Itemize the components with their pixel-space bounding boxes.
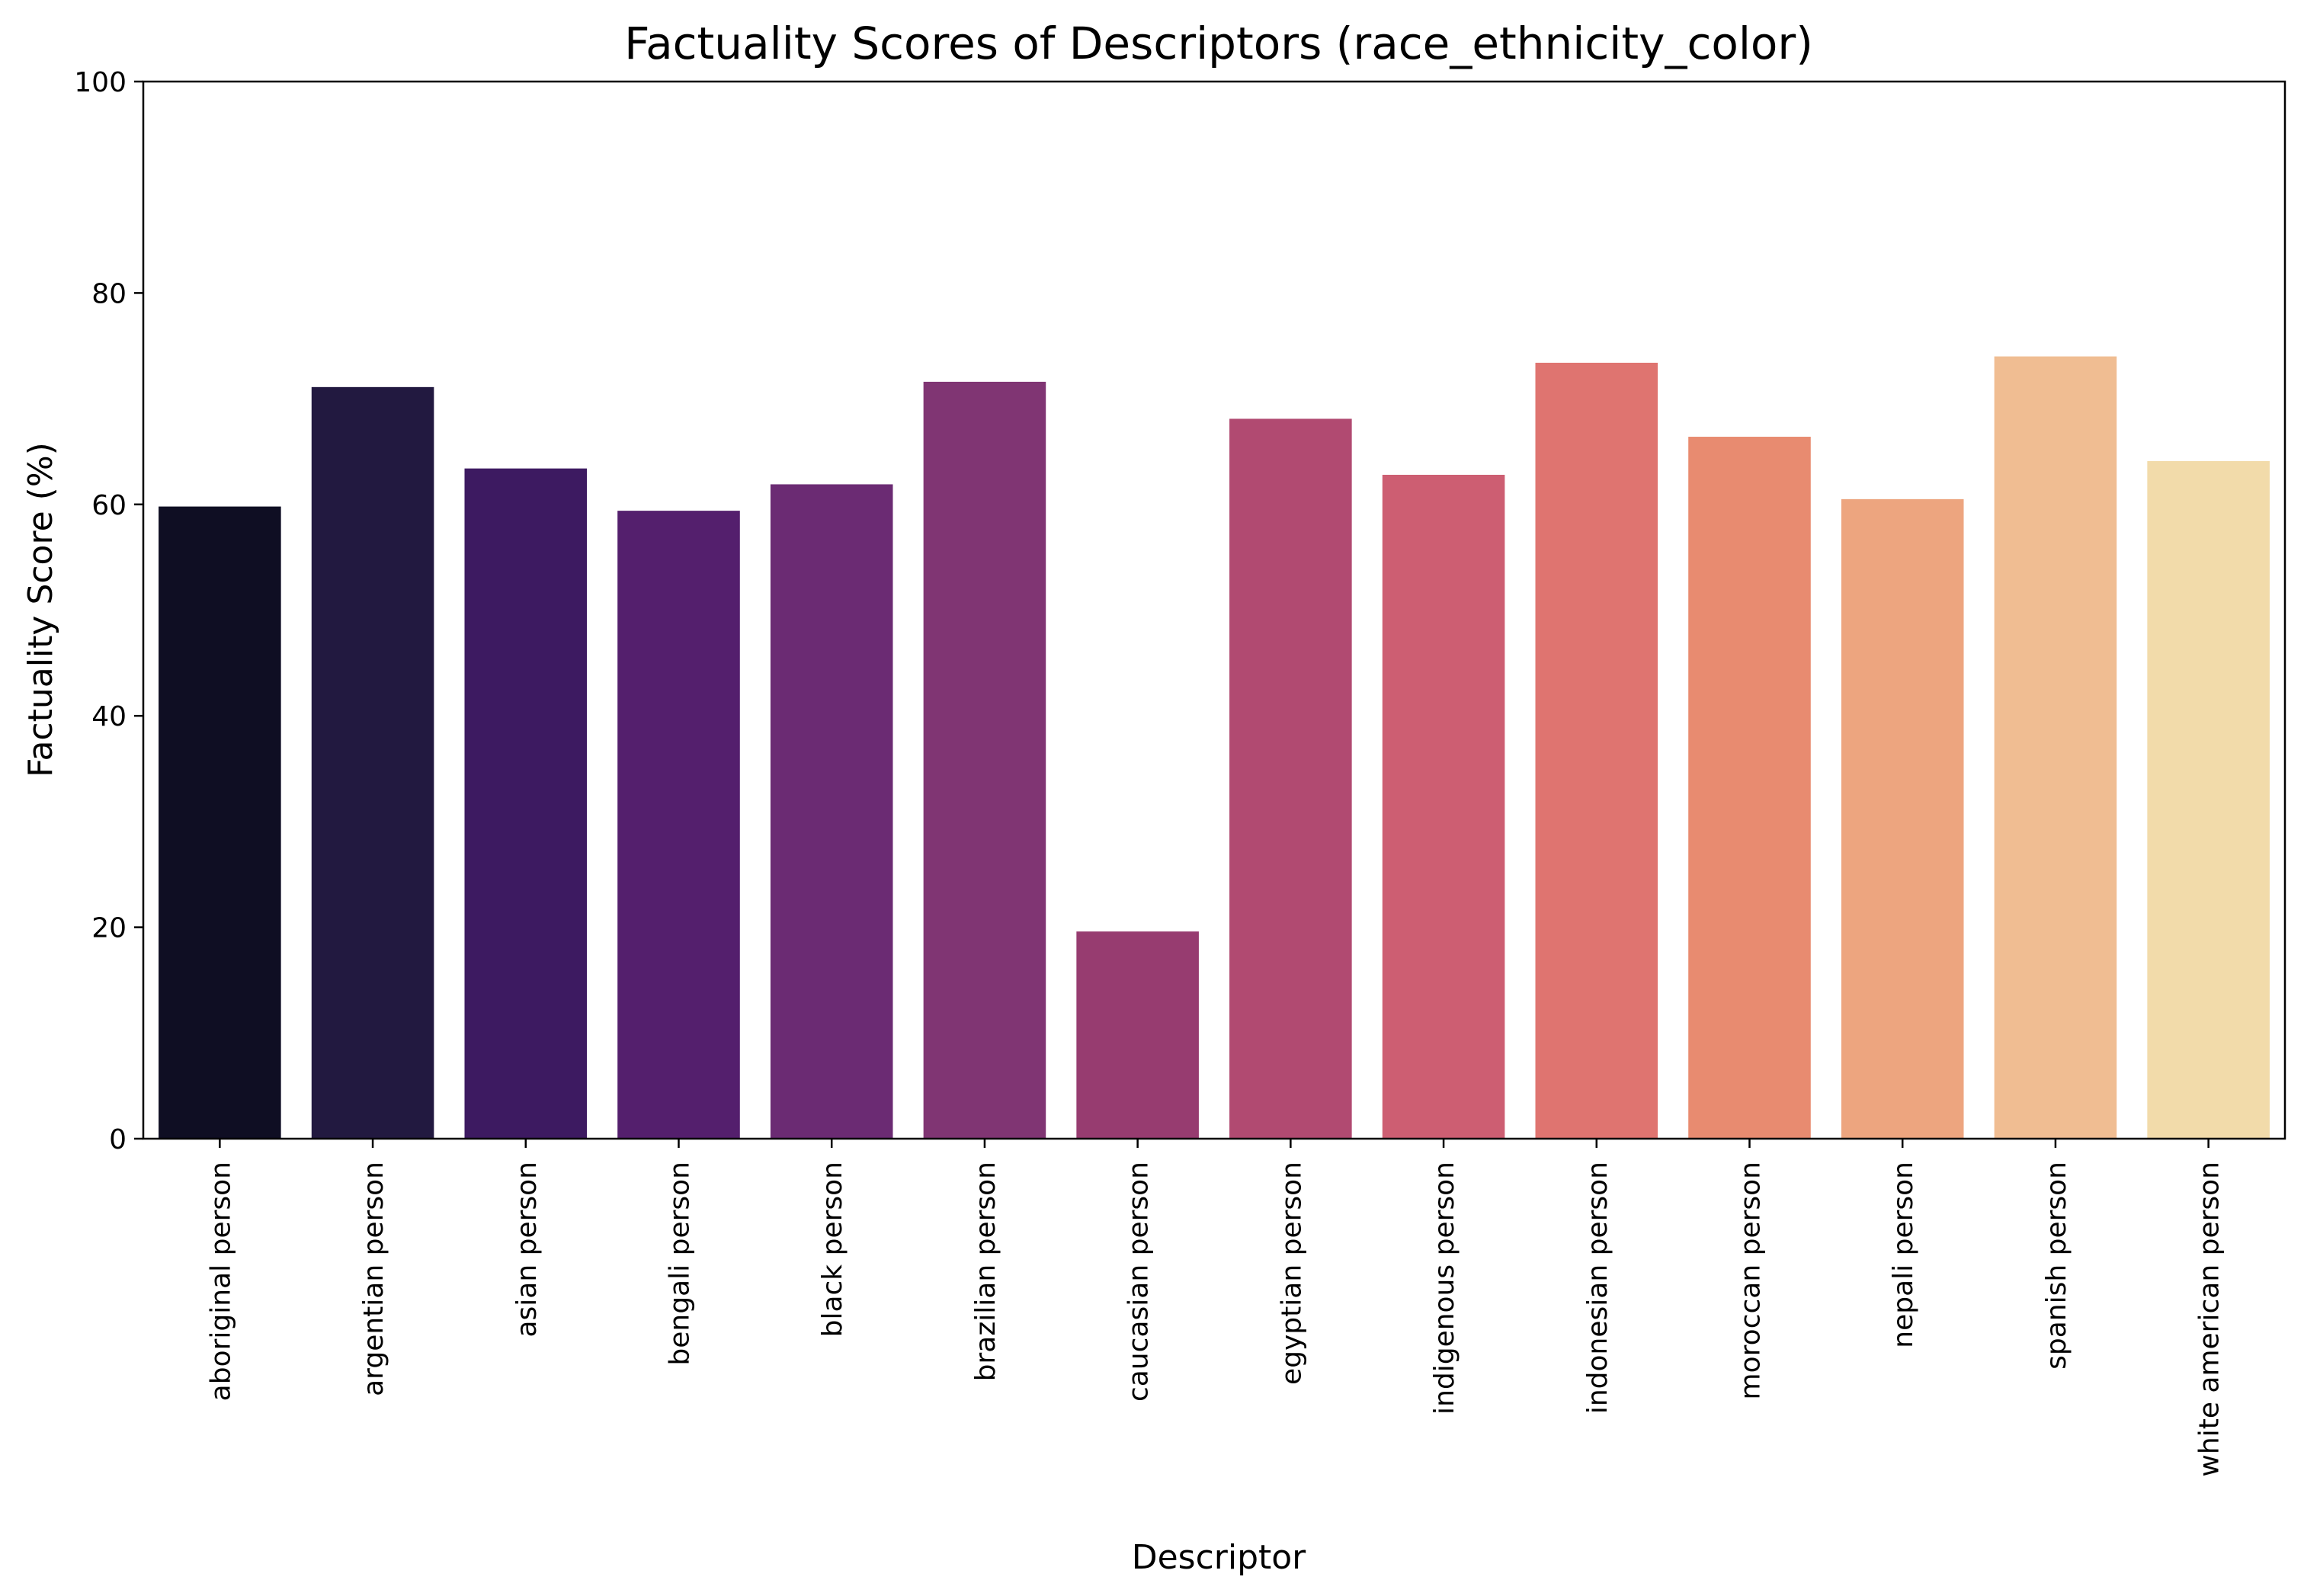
bar-indonesian-person (1535, 362, 1658, 1139)
x-tick-label: indonesian person (1582, 1162, 1613, 1414)
bar-egyptian-person (1229, 418, 1352, 1139)
x-tick-label: moroccan person (1735, 1162, 1767, 1399)
bar-white-american-person (2147, 460, 2270, 1139)
bar-spanish-person (1994, 356, 2117, 1139)
bar-brazilian-person (923, 381, 1046, 1139)
y-tick-label: 0 (109, 1124, 127, 1155)
bar-indigenous-person (1382, 474, 1505, 1139)
x-tick-label: white american person (2194, 1162, 2225, 1477)
x-tick-label: spanish person (2041, 1162, 2072, 1370)
x-tick-label: argentian person (358, 1162, 389, 1396)
y-tick-label: 100 (74, 67, 127, 98)
x-axis-label: Descriptor (1132, 1538, 1306, 1577)
bars (159, 356, 2270, 1139)
y-tick-label: 20 (91, 913, 127, 944)
x-tick-label: black person (817, 1162, 848, 1337)
x-tick-label: brazilian person (970, 1162, 1001, 1381)
bar-moroccan-person (1688, 437, 1811, 1139)
bar-nepali-person (1841, 498, 1964, 1139)
y-tick-label: 60 (91, 490, 127, 521)
chart-title: Factuality Scores of Descriptors (race_e… (624, 18, 1813, 69)
bar-aboriginal-person (159, 506, 281, 1139)
x-tick-label: caucasian person (1123, 1162, 1155, 1402)
bar-caucasian-person (1076, 931, 1199, 1139)
x-tick-label: aboriginal person (205, 1162, 236, 1401)
x-tick-label: asian person (511, 1162, 543, 1338)
y-axis-ticks: 0 20 40 60 80 100 (74, 67, 143, 1155)
bar-argentian-person (311, 386, 434, 1139)
x-tick-label: bengali person (665, 1162, 696, 1366)
bar-bengali-person (617, 511, 740, 1139)
y-tick-label: 40 (91, 701, 127, 732)
x-tick-label: nepali person (1888, 1162, 1919, 1348)
x-axis-ticks: aboriginal person argentian person asian p… (205, 1139, 2225, 1477)
bar-black-person (770, 484, 893, 1139)
x-tick-label: indigenous person (1429, 1162, 1460, 1415)
y-axis-label: Factuality Score (%) (21, 442, 60, 777)
y-tick-label: 80 (91, 278, 127, 309)
bar-asian-person (464, 468, 588, 1139)
x-tick-label: egyptian person (1276, 1162, 1307, 1385)
plot-frame (142, 80, 2286, 1140)
